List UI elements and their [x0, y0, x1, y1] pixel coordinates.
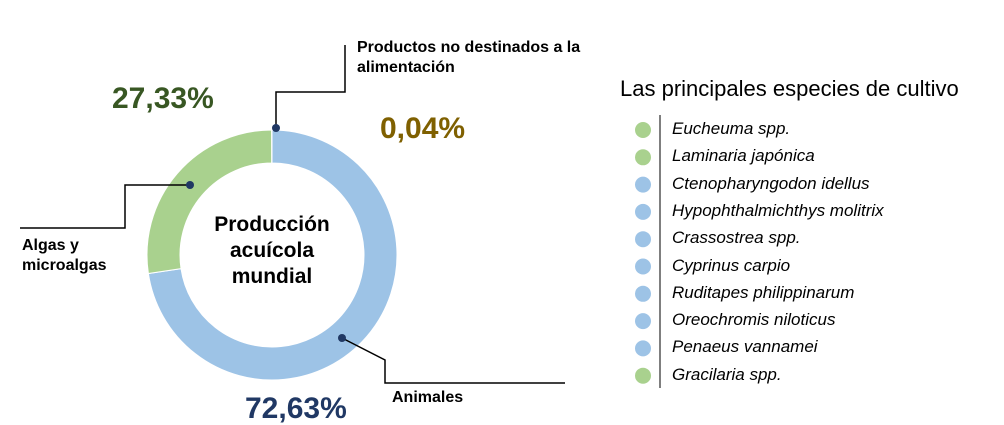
list-bullet	[635, 176, 651, 193]
species-name: Crassostrea spp.	[672, 228, 801, 248]
species-name: Cyprinus carpio	[672, 255, 791, 275]
species-name: Oreochromis niloticus	[672, 310, 836, 330]
center-label: Producción acuícola mundial	[214, 213, 330, 288]
category-label: Algas y microalgas	[22, 237, 107, 274]
list-bullet	[635, 313, 651, 330]
list-bullet	[635, 149, 651, 166]
leader-lines	[20, 45, 565, 384]
category-label: Productos no destinados a la alimentació…	[357, 39, 581, 76]
list-bullet	[635, 203, 651, 220]
list-bullet	[635, 231, 651, 248]
leader-dot	[186, 181, 194, 189]
list-title: Las principales especies de cultivo	[620, 76, 959, 101]
donut-segment	[147, 129, 398, 381]
value-label: 27,33%	[112, 82, 214, 115]
species-name: Ctenopharyngodon idellus	[672, 173, 870, 193]
leader-line	[275, 45, 346, 128]
value-label: 72,63%	[245, 392, 347, 425]
species-name: Ruditapes philippinarum	[672, 282, 855, 302]
species-name: Laminaria japónica	[672, 146, 815, 166]
leader-line	[341, 337, 565, 384]
leader-dot	[272, 124, 280, 132]
list-bullet	[635, 258, 651, 275]
leader-dot	[338, 334, 346, 342]
category-label: Animales	[392, 389, 464, 406]
list-bullet	[635, 367, 651, 384]
list-bullet	[635, 340, 651, 357]
species-name: Gracilaria spp.	[672, 364, 782, 384]
species-name: Hypophthalmichthys molitrix	[672, 200, 884, 220]
value-label: 0,04%	[380, 112, 466, 145]
leader-line	[20, 184, 190, 229]
list-bullet	[635, 285, 651, 302]
list-bullet	[635, 122, 651, 138]
species-name: Eucheuma spp.	[672, 119, 791, 138]
species-name: Penaeus vannamei	[672, 337, 818, 357]
